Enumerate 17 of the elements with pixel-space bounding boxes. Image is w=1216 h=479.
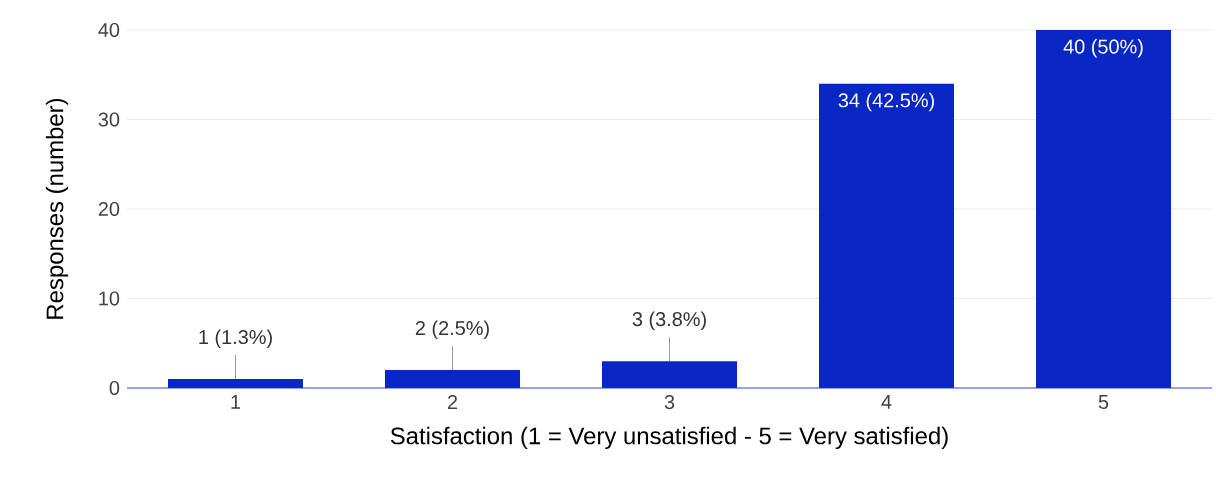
x-tick-label: 3 [664, 395, 675, 410]
y-tick-label: 0 [109, 380, 120, 396]
x-tick-label: 2 [447, 395, 458, 409]
x-tick-label: 1 [231, 395, 241, 409]
x-axis-title: Satisfaction (1 = Very unsatisfied - 5 = Very satisfied) [390, 426, 948, 450]
y-tick-label: 30 [98, 112, 120, 127]
data-label: 40 (50%) [1063, 39, 1143, 58]
data-label: 2 (2.5%) [415, 320, 489, 340]
y-tick-label: 10 [99, 291, 120, 306]
data-label: 1 (1.3%) [199, 329, 272, 349]
y-tick-label: 40 [98, 22, 120, 38]
y-tick-label: 20 [98, 201, 120, 217]
x-tick-label: 5 [1098, 395, 1109, 409]
data-label: 34 (42.5%) [838, 92, 934, 112]
data-label: 3 (3.8%) [632, 311, 706, 331]
y-axis-title: Responses (number) [45, 98, 69, 319]
x-tick-label: 4 [881, 395, 892, 409]
